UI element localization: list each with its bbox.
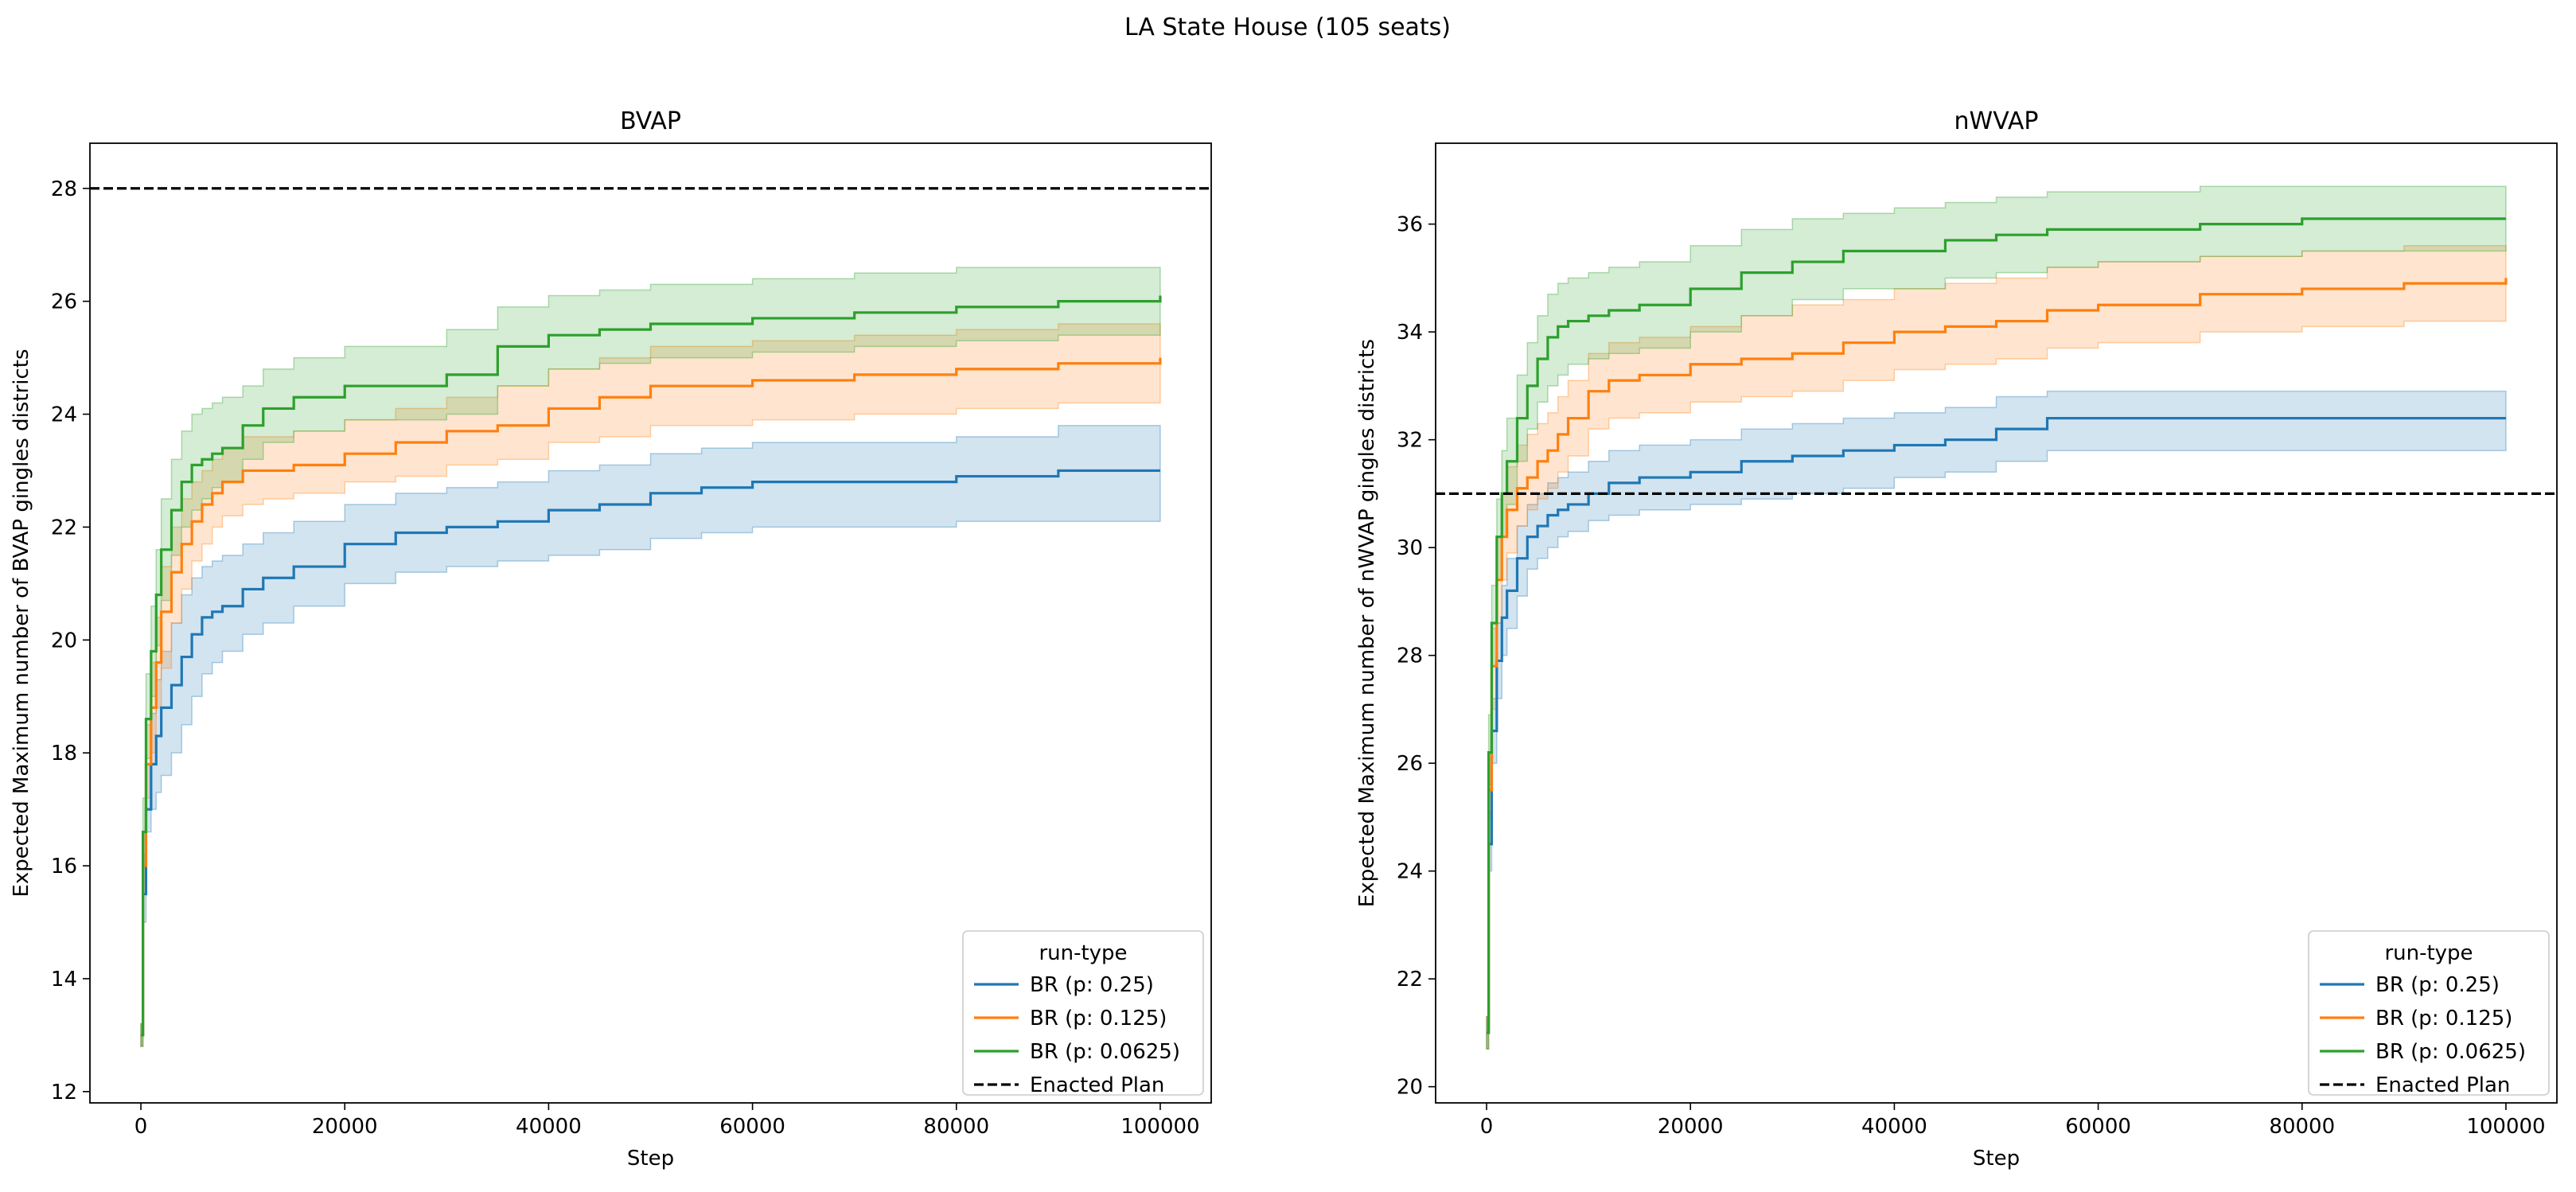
axes-frame bbox=[89, 142, 1212, 1104]
y-tick-label: 24 bbox=[51, 403, 77, 427]
y-tick-label: 22 bbox=[1397, 968, 1423, 991]
y-tick-label: 28 bbox=[51, 177, 77, 201]
legend-entry-label: BR (p: 0.0625) bbox=[1030, 1040, 1180, 1064]
y-tick-label: 30 bbox=[1397, 536, 1423, 560]
y-tick-label: 20 bbox=[51, 629, 77, 652]
legend-title: run-type bbox=[1039, 941, 1127, 965]
y-tick-label: 24 bbox=[1397, 860, 1423, 884]
plot-area bbox=[1436, 185, 2557, 1050]
x-tick-label: 80000 bbox=[923, 1115, 989, 1139]
legend-entry-label: BR (p: 0.25) bbox=[2375, 973, 2500, 997]
legend-entry-label: BR (p: 0.125) bbox=[2375, 1007, 2512, 1030]
y-tick-label: 16 bbox=[51, 855, 77, 878]
x-tick-label: 100000 bbox=[2466, 1115, 2545, 1139]
chart-panel-bvap: 0 20000 40000 60000 80000 100000 12 14 16 18 20 22 2… bbox=[10, 107, 1212, 1171]
x-axis-label: Step bbox=[1973, 1147, 2020, 1171]
y-axis-label: Expected Maximum number of BVAP gingles … bbox=[10, 349, 33, 897]
x-tick-label: 80000 bbox=[2269, 1115, 2335, 1139]
series-line-2 bbox=[1487, 278, 2508, 1034]
x-tick-label: 0 bbox=[134, 1115, 148, 1139]
confidence-band-2 bbox=[140, 323, 1161, 1047]
y-tick-label: 20 bbox=[1397, 1076, 1423, 1100]
legend-entry-label: BR (p: 0.0625) bbox=[2375, 1040, 2526, 1064]
y-tick-label: 28 bbox=[1397, 645, 1423, 668]
confidence-band-3 bbox=[1486, 185, 2507, 1050]
legend-box bbox=[962, 930, 1204, 1096]
confidence-band-1 bbox=[140, 424, 1161, 1047]
legend-entry-label: BR (p: 0.25) bbox=[1030, 973, 1154, 997]
y-tick-label: 36 bbox=[1397, 213, 1423, 237]
legend-entry-label: Enacted Plan bbox=[2375, 1073, 2510, 1097]
y-tick-label: 14 bbox=[51, 968, 77, 991]
y-tick-label: 32 bbox=[1397, 429, 1423, 453]
series-line-1 bbox=[141, 469, 1160, 1037]
legend: run-type BR (p: 0.25) BR (p: 0.125) BR (p: … bbox=[962, 930, 1204, 1097]
x-tick-label: 20000 bbox=[312, 1115, 378, 1139]
chart-panel-nwvap: 0 20000 40000 60000 80000 100000 20 22 24 26 28 30 3… bbox=[1355, 107, 2558, 1171]
y-tick-label: 26 bbox=[51, 290, 77, 314]
y-tick-label: 12 bbox=[51, 1081, 77, 1104]
x-tick-label: 60000 bbox=[2065, 1115, 2131, 1139]
legend-box bbox=[2308, 930, 2550, 1096]
legend-entry-label: BR (p: 0.125) bbox=[1030, 1007, 1167, 1030]
y-tick-label: 34 bbox=[1397, 321, 1423, 345]
y-axis-label: Expected Maximum number of nWVAP gingles… bbox=[1355, 339, 1379, 907]
x-tick-label: 40000 bbox=[516, 1115, 582, 1139]
axes-title: nWVAP bbox=[1954, 107, 2039, 135]
axes-frame bbox=[1435, 142, 2558, 1104]
x-tick-label: 0 bbox=[1480, 1115, 1494, 1139]
x-tick-label: 40000 bbox=[1861, 1115, 1927, 1139]
y-tick-label: 26 bbox=[1397, 752, 1423, 776]
legend: run-type BR (p: 0.25) BR (p: 0.125) BR (p: … bbox=[2308, 930, 2550, 1097]
series-line-3 bbox=[141, 295, 1162, 1037]
y-tick-label: 22 bbox=[51, 516, 77, 540]
x-tick-label: 100000 bbox=[1120, 1115, 1199, 1139]
plot-area bbox=[90, 187, 1211, 1047]
x-tick-label: 20000 bbox=[1658, 1115, 1724, 1139]
figure-suptitle: LA State House (105 seats) bbox=[1124, 14, 1451, 41]
confidence-band-2 bbox=[1486, 244, 2507, 1050]
confidence-band-3 bbox=[140, 267, 1161, 1047]
axes-title: BVAP bbox=[620, 107, 681, 135]
x-axis-label: Step bbox=[627, 1147, 674, 1171]
x-tick-label: 60000 bbox=[719, 1115, 785, 1139]
series-line-2 bbox=[141, 357, 1162, 1037]
y-tick-label: 18 bbox=[51, 742, 77, 765]
legend-entry-label: Enacted Plan bbox=[1030, 1073, 1164, 1097]
legend-title: run-type bbox=[2384, 941, 2473, 965]
